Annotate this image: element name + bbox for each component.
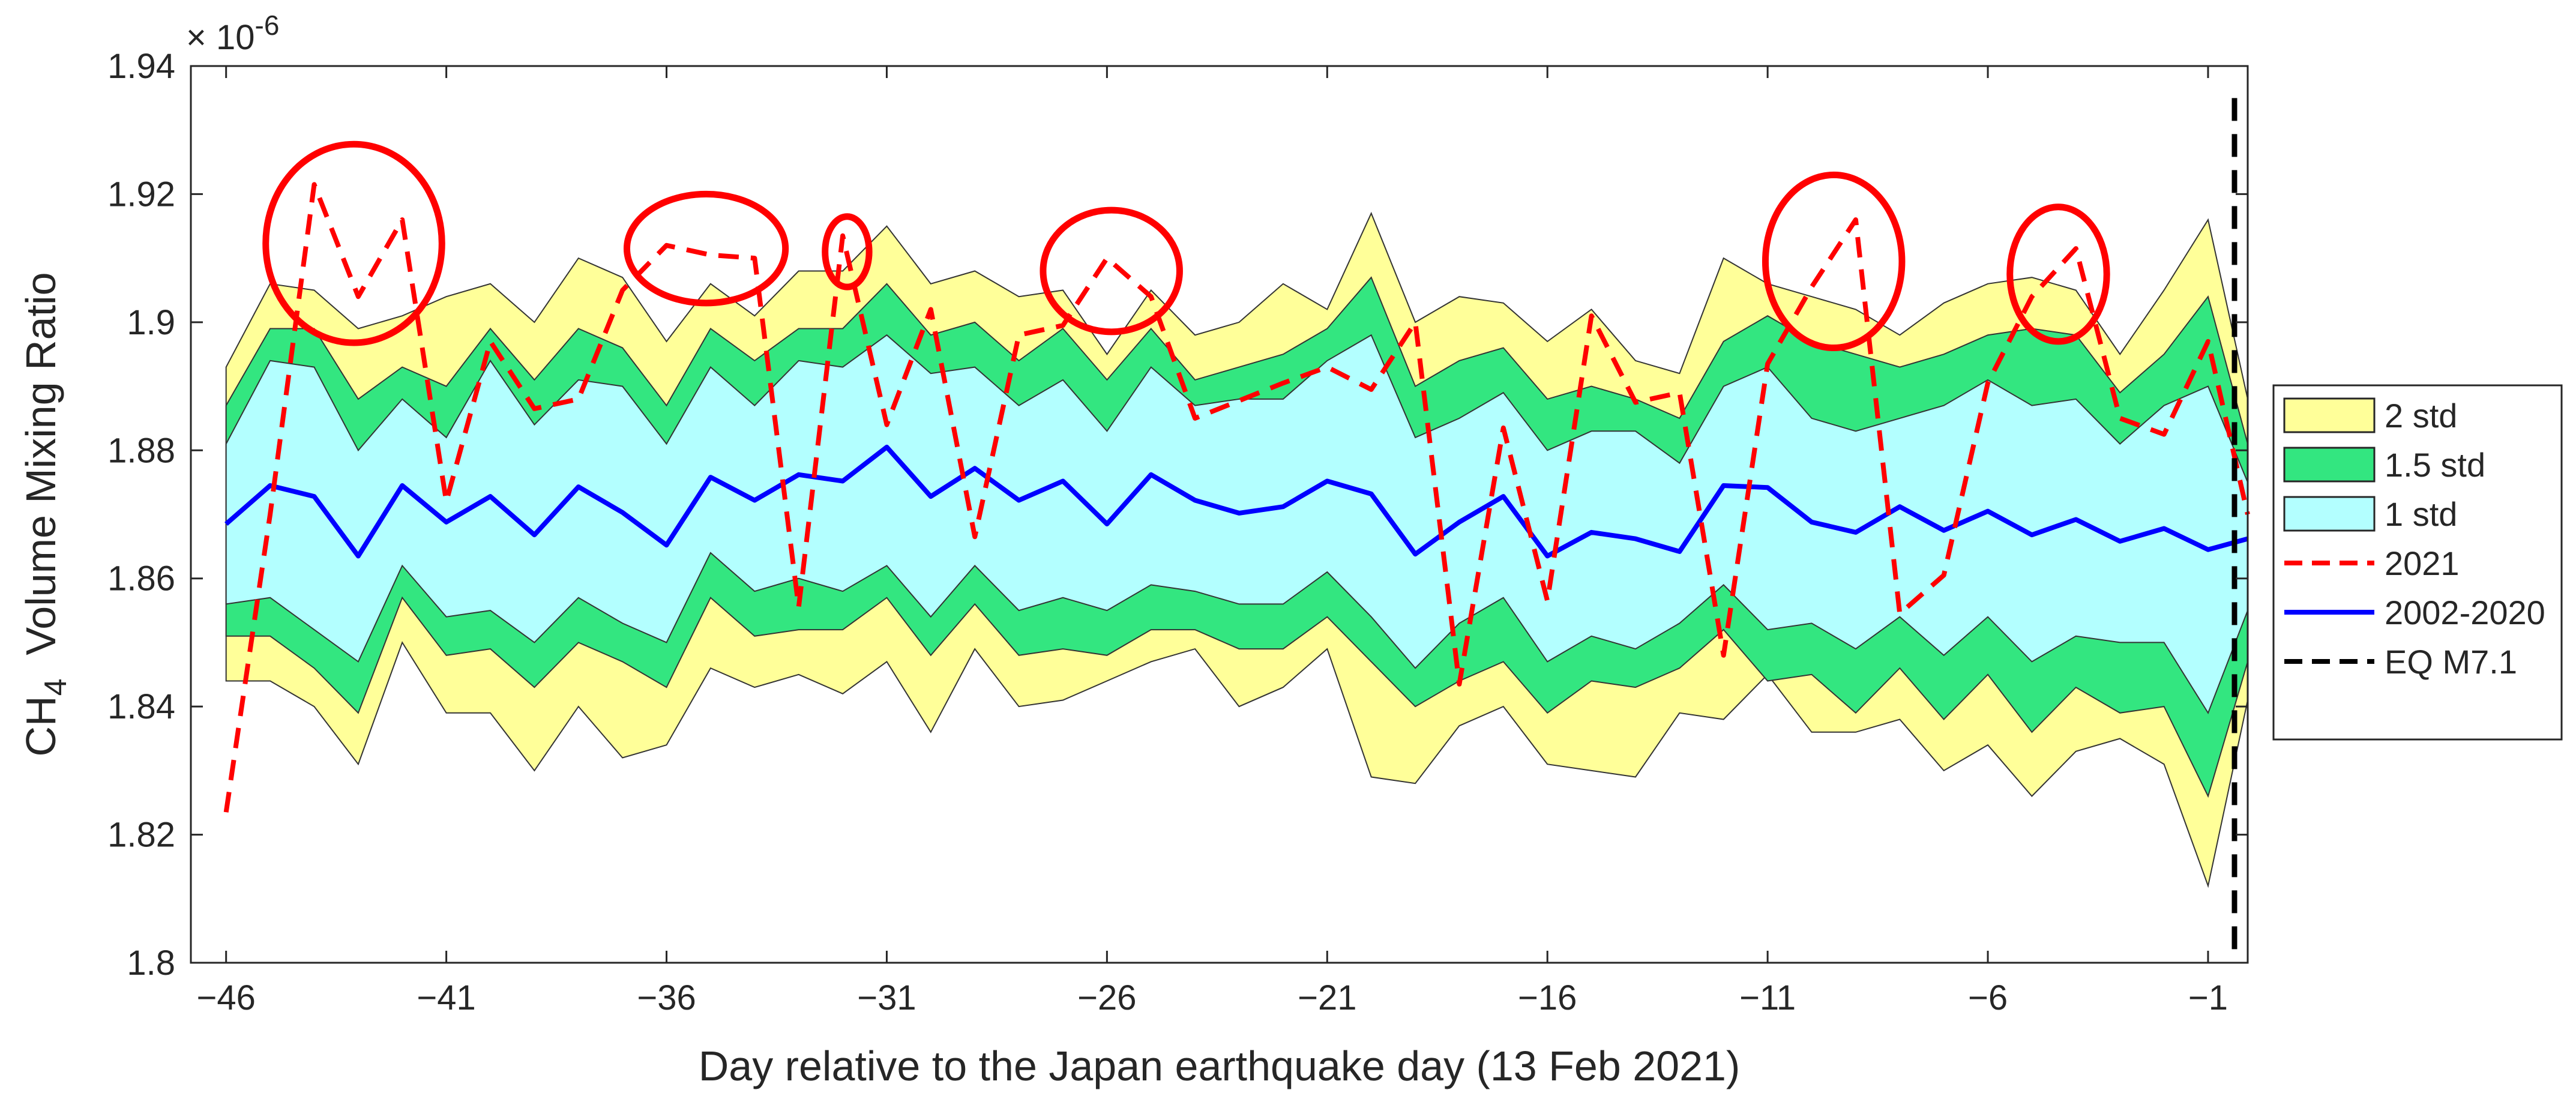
legend-label: 2002-2020 <box>2385 594 2545 631</box>
highlight-ellipse-5 <box>1762 171 1906 352</box>
y-tick-label: 1.9 <box>127 303 175 342</box>
legend-label: 1.5 std <box>2385 446 2485 484</box>
x-tick-label: −31 <box>857 978 916 1017</box>
highlight-ellipse-6 <box>2006 203 2110 345</box>
legend-label: 2021 <box>2385 544 2460 582</box>
std-bands <box>225 211 2248 888</box>
legend-label: EQ M7.1 <box>2385 643 2517 681</box>
legend-item: 2002-2020 <box>2284 594 2545 631</box>
x-tick-label: −46 <box>197 978 256 1017</box>
y-tick-label: 1.82 <box>107 816 175 855</box>
x-tick-label: −41 <box>417 978 475 1017</box>
y-scale-factor: × 10-6 <box>186 10 279 57</box>
legend-item: 2 std <box>2283 397 2457 435</box>
legend-label: 2 std <box>2385 397 2457 435</box>
legend-item: EQ M7.1 <box>2284 643 2517 681</box>
highlight-ellipse-3 <box>822 213 873 291</box>
series-line-2021 <box>223 182 2250 813</box>
legend-swatch <box>2283 397 2376 433</box>
highlight-ellipses <box>262 140 2110 352</box>
y-tick-label: 1.8 <box>127 944 175 983</box>
x-tick-label: −16 <box>1518 978 1577 1017</box>
y-scale-base: × 10 <box>186 18 255 57</box>
y-tick-label: 1.86 <box>107 559 175 598</box>
y-tick-label: 1.88 <box>107 431 175 470</box>
y-axis-label-rest: Volume Mixing Ratio <box>17 272 64 679</box>
axes-box <box>190 65 2249 964</box>
y-tick-label: 1.92 <box>107 175 175 214</box>
x-tick-label: −36 <box>637 978 696 1017</box>
y-tick-label: 1.84 <box>107 687 175 726</box>
x-tick-label: −21 <box>1298 978 1356 1017</box>
axis-ticks: −46 −41 −36 −31 −26 −21 −16 −11 −6 −1 1.8 1.82 1.84 1… <box>107 47 2248 1017</box>
legend-item: 2021 <box>2284 544 2460 582</box>
series-lines <box>223 98 2250 963</box>
legend-swatch <box>2283 447 2376 483</box>
x-tick-label: −1 <box>2188 978 2228 1017</box>
y-axis-label-subscript: 4 <box>38 678 73 696</box>
series-line-2002-2020 <box>224 444 2249 559</box>
legend: 2 std 1.5 std 1 std 2021 2002-2020 EQ M7.1 <box>2272 384 2563 741</box>
highlight-ellipse-4 <box>1040 206 1183 336</box>
x-tick-label: −11 <box>1739 978 1796 1017</box>
x-tick-label: −6 <box>1968 978 2008 1017</box>
legend-item: 1 std <box>2283 495 2457 533</box>
legend-item: 1.5 std <box>2283 446 2485 484</box>
y-axis-label-main: CH <box>17 696 64 756</box>
legend-swatch <box>2283 496 2376 532</box>
y-tick-label: 1.94 <box>107 47 175 86</box>
highlight-ellipse-1 <box>262 140 445 346</box>
x-axis-label: Day relative to the Japan earthquake day… <box>699 1043 1741 1089</box>
y-axis-label: CH4 Volume Mixing Ratio <box>17 272 73 757</box>
x-tick-label: −26 <box>1077 978 1136 1017</box>
highlight-ellipse-2 <box>623 190 789 307</box>
y-scale-exponent: -6 <box>255 10 280 41</box>
legend-label: 1 std <box>2385 495 2457 533</box>
